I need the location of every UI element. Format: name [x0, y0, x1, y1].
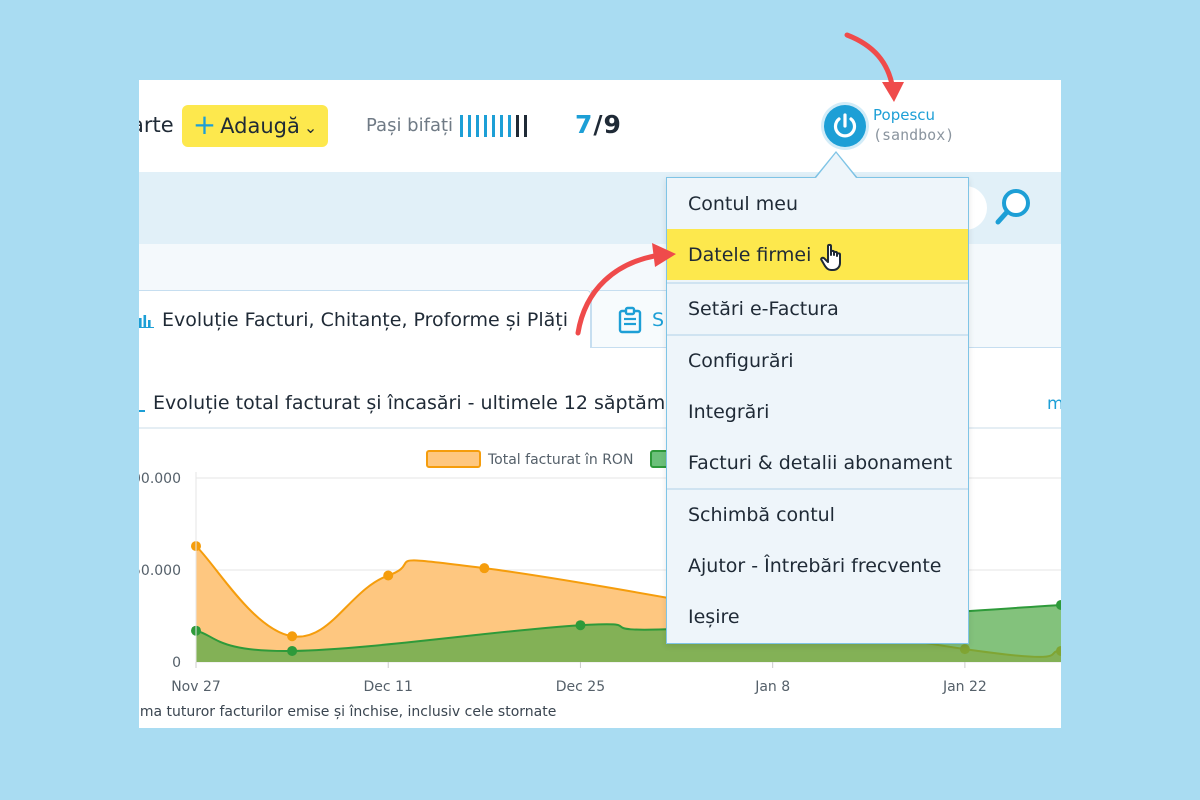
user-menu-button[interactable] — [824, 105, 866, 147]
steps-bar-segment — [516, 115, 519, 137]
menu-item-schimba-contul[interactable]: Schimbă contul — [667, 489, 968, 540]
steps-label: Pași bifați — [366, 115, 454, 136]
add-button[interactable]: + Adaugă ⌄ — [182, 105, 328, 147]
menu-item-ajutor-intrebari-frecvente[interactable]: Ajutor - Întrebări frecvente — [667, 540, 968, 591]
bar-chart-icon — [139, 314, 154, 328]
menu-item-label: Setări e-Factura — [688, 297, 839, 320]
data-point — [1056, 599, 1061, 610]
user-environment: (sandbox) — [873, 126, 955, 144]
menu-item-configurari[interactable]: Configurări — [667, 335, 968, 386]
section-link[interactable]: m — [1047, 394, 1061, 414]
data-point — [479, 563, 490, 574]
menu-separator — [667, 488, 968, 490]
menu-item-label: Datele firmei — [688, 243, 812, 266]
steps-bar-segment — [460, 115, 463, 137]
menu-item-datele-firmei[interactable]: Datele firmei — [667, 229, 968, 280]
menu-item-label: Integrări — [688, 400, 770, 423]
steps-bar-segment — [524, 115, 527, 137]
y-tick-label: 0 — [172, 655, 181, 671]
pointer-hand-icon — [820, 243, 842, 271]
menu-item-label: Ajutor - Întrebări frecvente — [688, 554, 942, 577]
legend-label-1: Total facturat în RON — [487, 452, 633, 468]
dropdown-caret-fill — [816, 153, 856, 178]
tab-evolutie-label: Evoluție Facturi, Chitanțe, Proforme și … — [162, 308, 569, 331]
data-point — [287, 631, 298, 642]
menu-item-label: Configurări — [688, 349, 794, 372]
tab-evolutie[interactable]: Evoluție Facturi, Chitanțe, Proforme și … — [139, 290, 591, 348]
steps-total-count: /9 — [593, 110, 622, 139]
power-icon — [833, 113, 857, 138]
steps-bar-segment — [484, 115, 487, 137]
menu-item-label: Facturi & detalii abonament — [688, 451, 953, 474]
x-tick-label: Dec 25 — [556, 679, 605, 695]
x-tick-label: Nov 27 — [171, 679, 221, 695]
series-area-2 — [196, 604, 1061, 662]
legend-swatch-1 — [426, 450, 481, 468]
steps-bar-segment — [492, 115, 495, 137]
user-name[interactable]: Popescu — [873, 106, 936, 124]
section-title: Evoluție total facturat și încasări - ul… — [139, 392, 677, 414]
menu-item-iesire[interactable]: Ieșire — [667, 591, 968, 642]
steps-bar-segment — [476, 115, 479, 137]
section-divider — [139, 427, 1061, 429]
steps-done-count: 7 — [575, 110, 594, 139]
header-truncated-label: arte — [139, 113, 174, 137]
search-icon[interactable] — [991, 185, 1035, 229]
plus-icon: + — [192, 107, 217, 141]
menu-item-setari-e-factura[interactable]: Setări e-Factura — [667, 283, 968, 334]
y-tick-label: 00.000 — [139, 471, 181, 487]
steps-progress-bar — [460, 115, 527, 137]
data-point — [383, 570, 394, 581]
menu-item-label: Schimbă contul — [688, 503, 835, 526]
menu-item-contul-meu[interactable]: Contul meu — [667, 178, 968, 229]
menu-item-facturi-detalii-abonament[interactable]: Facturi & detalii abonament — [667, 437, 968, 488]
add-button-label: Adaugă — [220, 114, 300, 138]
x-tick-label: Dec 11 — [364, 679, 413, 695]
y-tick-label: 50.000 — [139, 563, 181, 579]
data-point — [287, 645, 298, 656]
section-title-text: Evoluție total facturat și încasări - ul… — [153, 392, 677, 414]
steps-bar-segment — [508, 115, 511, 137]
steps-bar-segment — [500, 115, 503, 137]
user-dropdown-menu: Contul meu Datele firmei Setări e-Factura C… — [666, 177, 969, 644]
menu-separator — [667, 282, 968, 284]
menu-item-label: Ieșire — [688, 605, 740, 628]
header: arte + Adaugă ⌄ Pași bifați 7/9 Popescu … — [139, 80, 1061, 172]
chart-note: uma tuturor facturilor emise și închise,… — [139, 704, 557, 720]
chart-icon — [139, 410, 145, 412]
data-point — [575, 620, 586, 631]
x-tick-label: Jan 8 — [754, 679, 790, 695]
steps-bar-segment — [468, 115, 471, 137]
steps-counter: 7/9 — [575, 110, 622, 139]
chevron-down-icon: ⌄ — [303, 118, 318, 137]
menu-separator — [667, 334, 968, 336]
menu-item-integrari[interactable]: Integrări — [667, 386, 968, 437]
menu-item-label: Contul meu — [688, 192, 798, 215]
x-tick-label: Jan 22 — [942, 679, 987, 695]
